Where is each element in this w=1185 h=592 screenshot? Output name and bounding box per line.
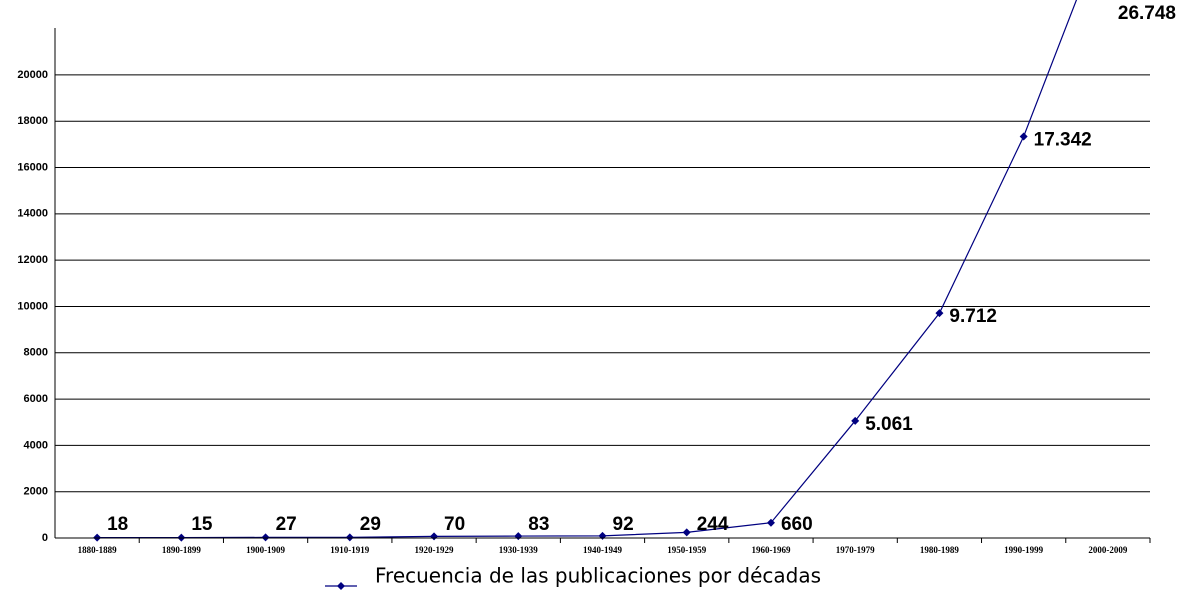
marker [261,533,270,542]
marker [935,309,944,318]
value-label: 92 [613,514,634,535]
x-tick-label: 1900-1909 [246,545,285,555]
marker [598,531,607,540]
value-label: 5.061 [865,414,913,435]
value-label: 27 [276,514,297,535]
x-tick-label: 1910-1919 [330,545,369,555]
x-tick-label: 1880-1889 [78,545,117,555]
value-label: 9.712 [949,306,997,327]
value-label: 244 [697,514,729,535]
x-tick-label: 1970-1979 [836,545,875,555]
x-tick-label: 1950-1959 [667,545,706,555]
x-tick-label: 1890-1899 [162,545,201,555]
value-label: 29 [360,514,381,535]
line [97,0,1078,539]
value-label: 660 [781,514,813,535]
y-tick-label: 4000 [24,439,48,451]
x-tick-label: 1920-1929 [415,545,454,555]
marker [430,532,439,541]
value-label: 70 [444,514,465,535]
x-tick-label: 1940-1949 [583,545,622,555]
marker [682,528,691,537]
marker [345,533,354,542]
y-tick-label: 16000 [17,161,48,173]
y-tick-label: 6000 [24,393,48,405]
value-label: 15 [191,514,213,535]
y-tick-label: 10000 [17,300,48,312]
y-tick-label: 2000 [24,486,48,498]
marker [514,532,523,541]
y-tick-label: 12000 [17,254,48,266]
y-tick-label: 18000 [17,115,48,127]
value-label: 18 [107,514,128,535]
marker [766,518,775,527]
value-label: 83 [528,514,549,535]
value-label: 26.748 [1118,3,1176,24]
x-tick-label: 1990-1999 [1004,545,1043,555]
y-tick-label: 0 [42,532,48,544]
x-tick-label: 1980-1989 [920,545,959,555]
x-tick-label: 2000-2009 [1088,545,1127,555]
y-tick-label: 14000 [17,208,48,220]
y-tick-label: 8000 [24,347,48,359]
marker [1019,132,1028,141]
x-tick-label: 1930-1939 [499,545,538,555]
x-tick-label: 1960-1969 [751,545,790,555]
legend-marker [337,582,345,590]
legend-label: Frecuencia de las publicaciones por déca… [375,564,821,588]
marker [851,416,860,425]
value-label: 17.342 [1034,129,1092,150]
y-tick-label: 20000 [17,69,48,81]
